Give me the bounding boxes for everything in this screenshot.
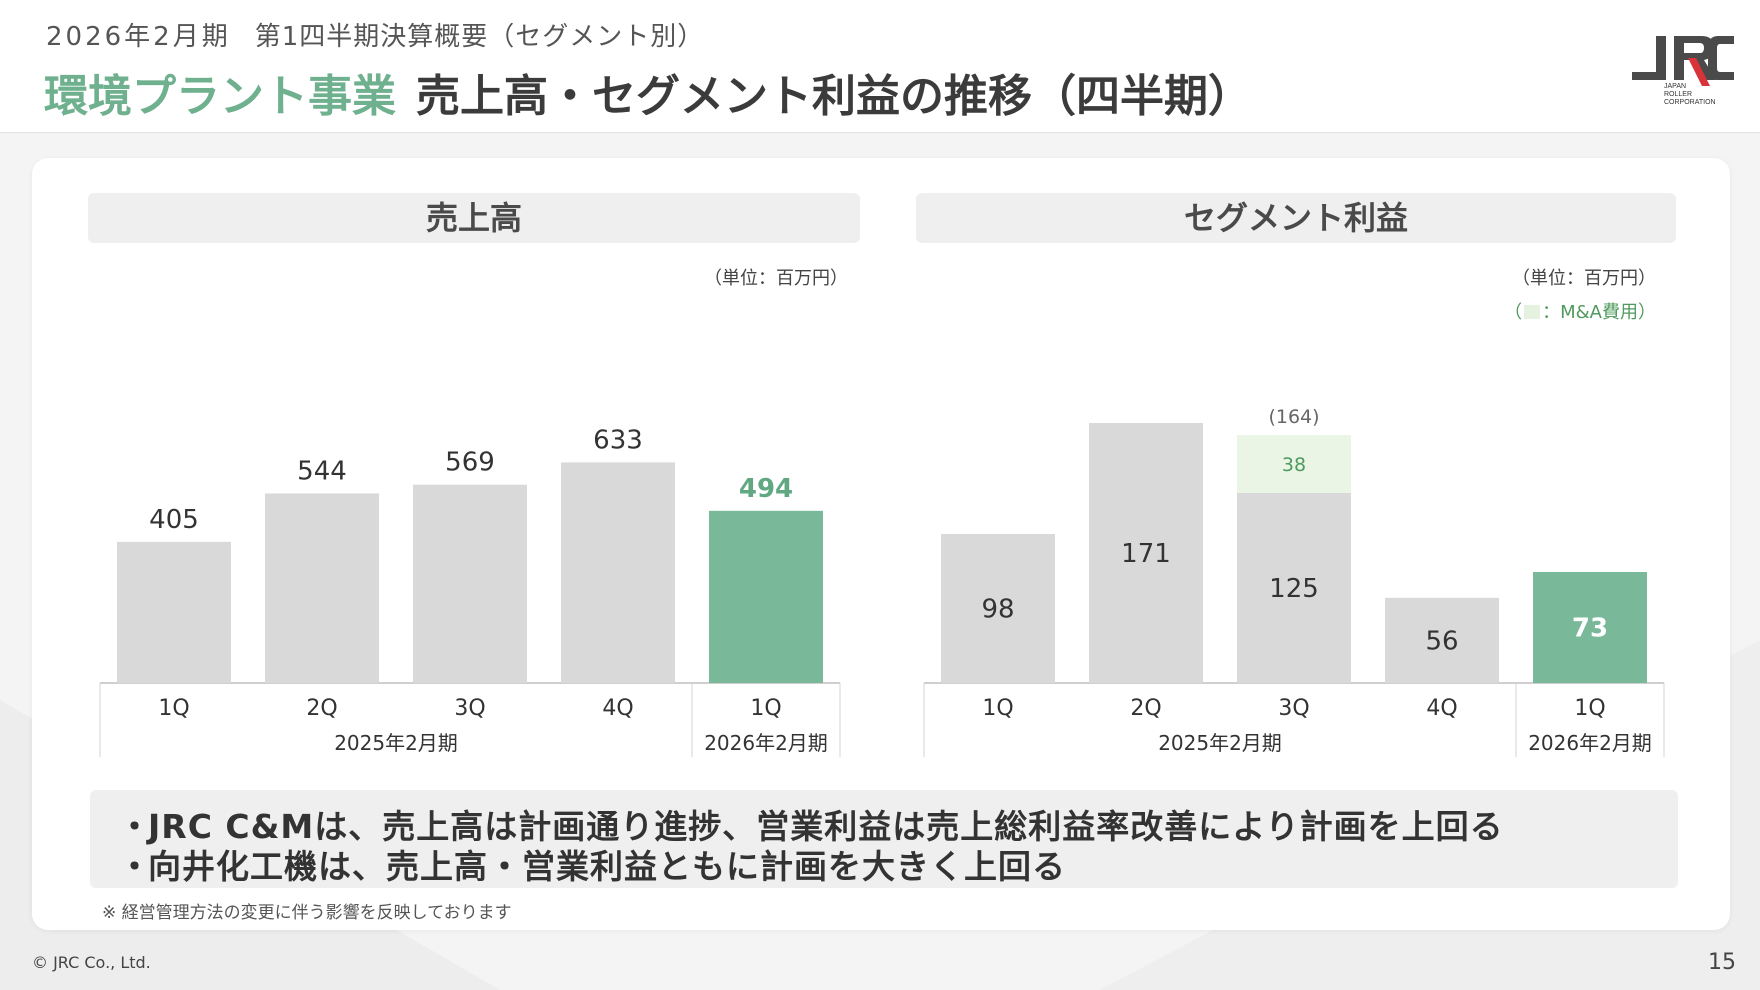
sales-tick-2: 2Q	[306, 696, 337, 721]
copyright: © JRC Co., Ltd.	[32, 953, 151, 972]
profit-bar-label-2: 171	[1121, 539, 1171, 569]
jrc-logo	[1632, 36, 1734, 86]
profit-tick-3: 3Q	[1278, 696, 1309, 721]
profit-tick-1: 1Q	[982, 696, 1013, 721]
sales-bar-1	[117, 541, 231, 683]
profit-panel-title: セグメント利益	[916, 193, 1676, 243]
summary-box: ・JRC C&Mは、売上高は計画通り進捗、営業利益は売上総利益率改善により計画を…	[90, 790, 1678, 888]
slide-title: 環境プラント事業 売上高・セグメント利益の推移（四半期）	[44, 60, 1252, 124]
ma-cost-legend: （ ：M&A費用）	[1504, 298, 1656, 324]
sales-unit-label: （単位：百万円）	[704, 268, 848, 289]
profit-ma-bar-3	[1237, 435, 1351, 493]
profit-bar-3	[1237, 492, 1351, 683]
segment-name: 環境プラント事業	[44, 71, 396, 122]
logo-company-name: JAPAN ROLLER CORPORATION	[1664, 83, 1716, 106]
profit-group-label-1: 2025年2月期	[1158, 731, 1282, 755]
profit-total-annotation-3: (164)	[1268, 406, 1319, 428]
profit-bar-label-3: 125	[1269, 574, 1319, 604]
sales-group-label-1: 2025年2月期	[334, 731, 458, 755]
fiscal-period: 2026年2月期	[46, 22, 231, 52]
profit-bar-label-5: 73	[1572, 613, 1608, 643]
sales-tick-4: 4Q	[602, 696, 633, 721]
sales-tick-5: 1Q	[750, 696, 781, 721]
page-number: 15	[1708, 950, 1736, 975]
summary-bullet-1-text: JRC C&Mは、売上高は計画通り進捗、営業利益は売上総利益率改善により計画を上…	[148, 807, 1504, 846]
profit-tick-2: 2Q	[1130, 696, 1161, 721]
subtitle-text: 第1四半期決算概要（セグメント別）	[254, 22, 705, 52]
sales-panel-title: 売上高	[88, 193, 860, 243]
ma-legend-swatch	[1524, 305, 1541, 319]
bullet-marker-1: ・	[118, 807, 152, 846]
profit-unit-label: （単位：百万円）	[1512, 268, 1656, 289]
sales-bar-label-3: 569	[445, 448, 495, 478]
profit-ma-label-3: 38	[1282, 454, 1306, 476]
profit-bar-2	[1089, 422, 1203, 683]
title-text: 売上高・セグメント利益の推移（四半期）	[416, 71, 1252, 122]
sales-group-label-2: 2026年2月期	[704, 731, 828, 755]
sales-bar-5	[709, 510, 823, 683]
summary-bullet-2: ・向井化工機は、売上高・営業利益ともに計画を大きく上回る	[118, 840, 1066, 888]
sales-tick-1: 1Q	[158, 696, 189, 721]
sales-bar-4	[561, 462, 675, 683]
sales-bar-label-1: 405	[149, 505, 199, 535]
profit-bar-label-4: 56	[1425, 626, 1458, 656]
footnote: ※ 経営管理方法の変更に伴う影響を反映しております	[102, 903, 512, 923]
profit-bar-5	[1533, 571, 1647, 683]
sales-bar-label-5: 494	[739, 474, 793, 504]
profit-group-label-2: 2026年2月期	[1528, 731, 1652, 755]
profit-bar-label-1: 98	[981, 594, 1014, 624]
ma-legend-text: ：M&A費用）	[1542, 302, 1656, 323]
slide-subtitle: 2026年2月期 第1四半期決算概要（セグメント別）	[46, 16, 704, 53]
sales-tick-3: 3Q	[454, 696, 485, 721]
sales-bar-label-4: 633	[593, 425, 643, 455]
sales-bar-2	[265, 493, 379, 683]
bullet-marker-2: ・	[118, 847, 152, 886]
profit-tick-4: 4Q	[1426, 696, 1457, 721]
profit-bar-4	[1385, 597, 1499, 683]
sales-bar-label-2: 544	[297, 456, 347, 486]
summary-bullet-2-text: 向井化工機は、売上高・営業利益ともに計画を大きく上回る	[148, 847, 1066, 886]
profit-bar-1	[941, 533, 1055, 683]
sales-bar-3	[413, 484, 527, 683]
ma-legend-open: （	[1504, 302, 1523, 323]
profit-tick-5: 1Q	[1574, 696, 1605, 721]
slide-header: 2026年2月期 第1四半期決算概要（セグメント別） 環境プラント事業 売上高・セグ…	[0, 0, 1760, 133]
summary-bullet-1: ・JRC C&Mは、売上高は計画通り進捗、営業利益は売上総利益率改善により計画を…	[118, 800, 1504, 848]
